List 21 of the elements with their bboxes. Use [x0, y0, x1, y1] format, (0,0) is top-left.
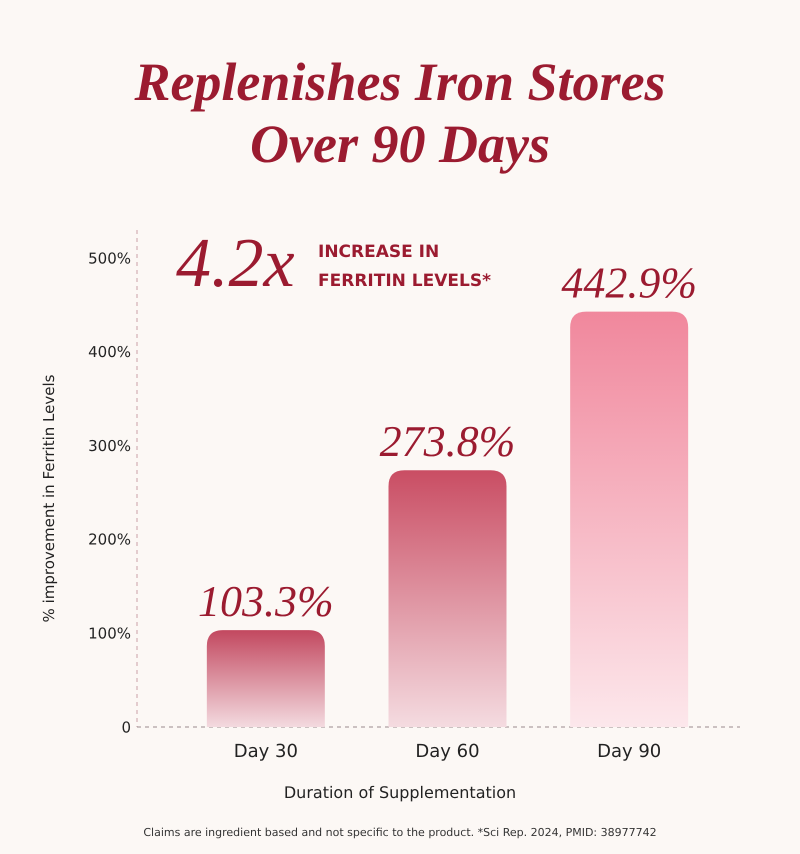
chart-title: Replenishes Iron Stores Over 90 Days	[133, 52, 666, 174]
y-axis-title: % improvement in Ferritin Levels	[40, 374, 58, 622]
annotation: INCREASE IN FERRITIN LEVELS*	[318, 242, 492, 291]
x-tick-label: Day 30	[234, 741, 298, 762]
bar	[388, 470, 506, 727]
text: Claims are ingredient based and not specific to the product. *Sci Rep. 2024, PMID: 38977742	[143, 826, 657, 839]
y-tick-label: 100%	[88, 624, 131, 642]
x-axis-title: Duration of Supplementation	[284, 783, 516, 802]
bar	[206, 630, 325, 727]
y-tick-label: 300%	[88, 436, 131, 455]
bar	[570, 312, 688, 727]
y-tick-label: 200%	[88, 530, 131, 549]
x-tick-label: Day 90	[597, 741, 662, 762]
y-tick-label: 400%	[88, 343, 131, 362]
data-label: 442.9%	[561, 258, 697, 308]
annotation: 4.2x	[176, 225, 295, 302]
y-tick-label: 500%	[88, 249, 131, 268]
data-label: 103.3%	[198, 577, 334, 626]
x-tick-label: Day 60	[415, 741, 480, 762]
data-label: 273.8%	[380, 417, 516, 466]
y-tick-label: 0	[121, 718, 131, 736]
